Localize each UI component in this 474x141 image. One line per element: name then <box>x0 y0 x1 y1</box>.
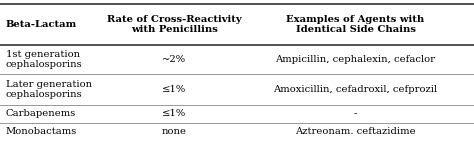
Text: Monobactams: Monobactams <box>6 127 77 136</box>
Text: ≤1%: ≤1% <box>162 109 186 118</box>
Text: Examples of Agents with
Identical Side Chains: Examples of Agents with Identical Side C… <box>286 15 425 34</box>
Text: Carbapenems: Carbapenems <box>6 109 76 118</box>
Text: Ampicillin, cephalexin, cefaclor: Ampicillin, cephalexin, cefaclor <box>275 55 436 64</box>
Text: none: none <box>162 127 187 136</box>
Text: Aztreonam. ceftazidime: Aztreonam. ceftazidime <box>295 127 416 136</box>
Text: ≤1%: ≤1% <box>162 85 186 94</box>
Text: Rate of Cross-Reactivity
with Penicillins: Rate of Cross-Reactivity with Penicillin… <box>107 15 242 34</box>
Text: Amoxicillin, cefadroxil, cefprozil: Amoxicillin, cefadroxil, cefprozil <box>273 85 438 94</box>
Text: Later generation
cephalosporins: Later generation cephalosporins <box>6 80 92 99</box>
Text: -: - <box>354 109 357 118</box>
Text: 1st generation
cephalosporins: 1st generation cephalosporins <box>6 50 82 69</box>
Text: ~2%: ~2% <box>162 55 186 64</box>
Text: Beta-Lactam: Beta-Lactam <box>6 20 77 29</box>
